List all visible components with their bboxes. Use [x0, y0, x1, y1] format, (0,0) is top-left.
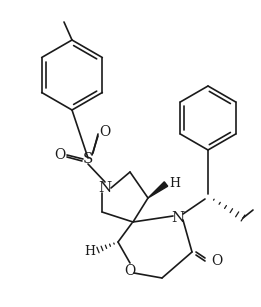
- Text: N: N: [171, 211, 185, 225]
- Text: S: S: [83, 152, 93, 166]
- Polygon shape: [148, 182, 168, 198]
- Text: N: N: [98, 181, 112, 195]
- Text: O: O: [124, 264, 136, 278]
- Text: H: H: [84, 244, 95, 258]
- Text: H: H: [169, 177, 180, 189]
- Text: O: O: [54, 148, 66, 162]
- Text: O: O: [99, 125, 111, 139]
- Text: O: O: [211, 254, 222, 268]
